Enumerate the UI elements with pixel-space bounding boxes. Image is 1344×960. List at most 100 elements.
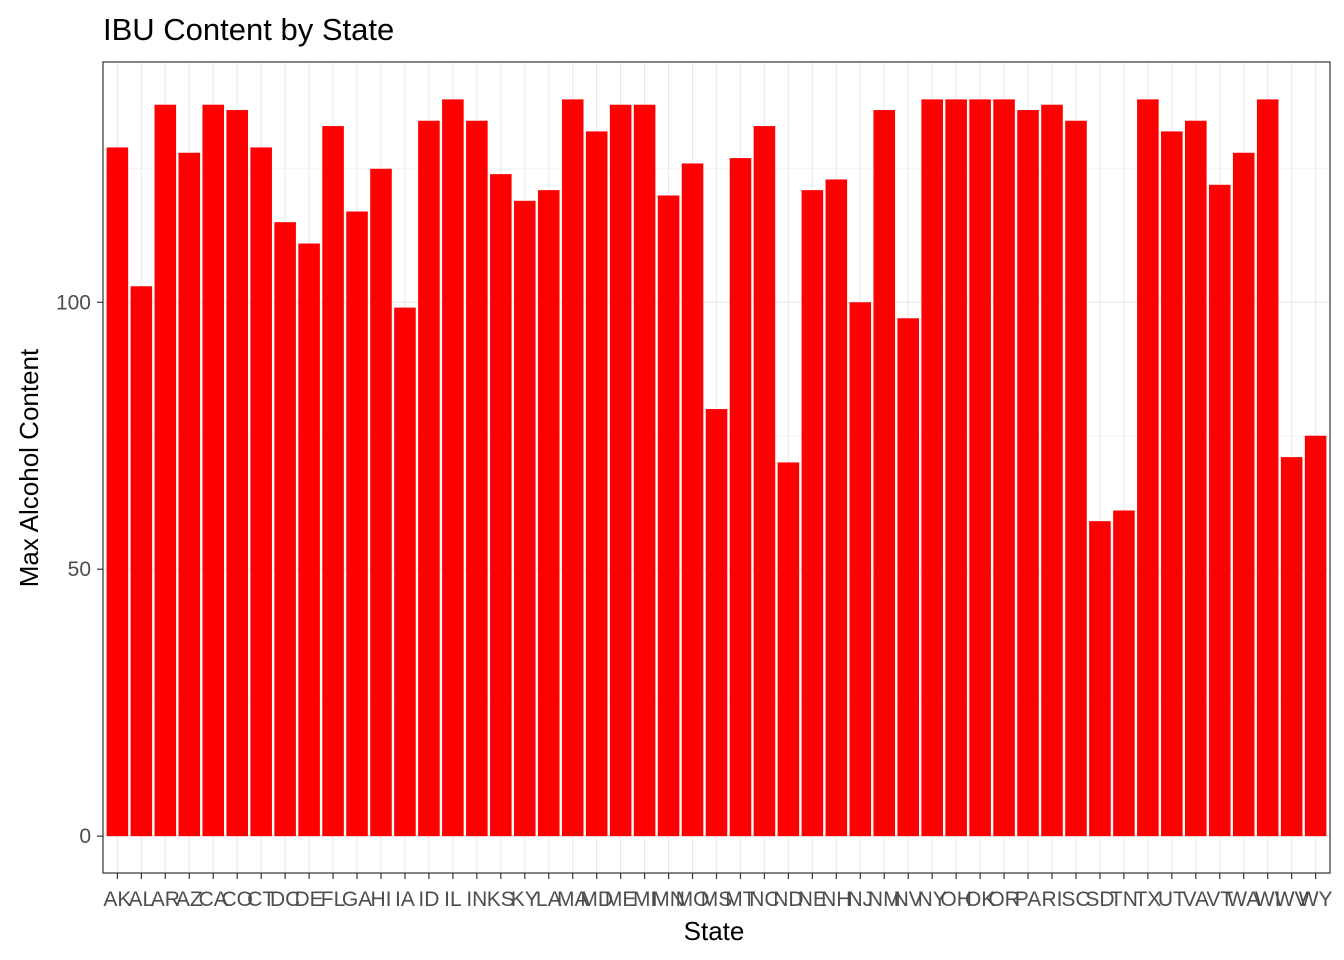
x-tick-label-al: AL — [129, 888, 155, 911]
x-tick-label-ak: AK — [103, 888, 131, 911]
bar-vt — [1208, 184, 1231, 837]
bar-ga — [346, 211, 368, 837]
bar-ma — [561, 99, 584, 837]
y-axis: 0 50 100 — [56, 291, 103, 848]
bar-wy — [1304, 435, 1327, 837]
bar-nj — [849, 302, 872, 837]
y-axis-title: Max Alcohol Content — [14, 348, 44, 587]
bar-id — [418, 120, 440, 837]
bar-ca — [202, 104, 225, 837]
x-tick-label-nm: NM — [868, 888, 901, 911]
x-tick-label-ne: NE — [798, 888, 827, 911]
x-tick-label-ma: MA — [557, 888, 589, 911]
bar-wa — [1232, 152, 1255, 837]
x-tick-label-ar: AR — [151, 888, 180, 911]
x-tick-label-ut: UT — [1158, 888, 1186, 911]
bar-mi — [633, 104, 656, 837]
bar-or — [993, 99, 1015, 837]
x-tick-label-hi: HI — [370, 888, 391, 911]
bar-nm — [873, 110, 896, 837]
bar-mo — [681, 163, 704, 837]
x-tick-label-ok: OK — [965, 888, 995, 911]
x-tick-label-dc: DC — [270, 888, 300, 911]
x-tick-label-il: IL — [444, 888, 462, 911]
bar-nh — [825, 179, 848, 837]
bar-dc — [274, 222, 296, 837]
bar-ct — [250, 147, 272, 837]
y-tick-label: 0 — [79, 825, 91, 848]
bar-ut — [1161, 131, 1183, 837]
x-tick-label-fl: FL — [321, 888, 346, 911]
y-tick-label: 100 — [56, 291, 91, 314]
x-tick-label-nj: NJ — [847, 888, 873, 911]
bar-ri — [1041, 104, 1063, 837]
x-tick-label-vt: VT — [1206, 888, 1233, 911]
x-tick-label-wy: WY — [1299, 888, 1333, 911]
x-tick-label-or: OR — [988, 888, 1020, 911]
x-tick-label-mn: MN — [652, 888, 685, 911]
bar-nd — [777, 462, 800, 837]
x-tick-label-pa: PA — [1015, 888, 1041, 911]
bar-pa — [1017, 110, 1039, 837]
x-tick-label-nd: ND — [773, 888, 803, 911]
bar-tn — [1113, 510, 1135, 837]
x-tick-label-ks: KS — [487, 888, 515, 911]
x-tick-label-ms: MS — [701, 888, 733, 911]
x-tick-label-nh: NH — [821, 888, 851, 911]
bar-al — [130, 286, 153, 837]
bar-co — [226, 110, 248, 837]
x-tick-label-mi: MI — [633, 888, 656, 911]
bar-sd — [1089, 521, 1111, 837]
x-tick-label-sc: SC — [1061, 888, 1090, 911]
x-tick-label-ia: IA — [395, 888, 415, 911]
x-tick-label-in: IN — [466, 888, 487, 911]
x-tick-label-co: CO — [221, 888, 253, 911]
x-tick-label-ga: GA — [342, 888, 372, 911]
x-tick-label-wa: WA — [1227, 888, 1260, 911]
x-tick-label-tx: TX — [1134, 888, 1161, 911]
bar-il — [442, 99, 464, 837]
bar-va — [1185, 120, 1207, 837]
bar-ia — [394, 307, 416, 837]
x-tick-label-la: LA — [536, 888, 562, 911]
bar-fl — [322, 126, 344, 837]
bar-ny — [921, 99, 943, 837]
x-tick-label-oh: OH — [940, 888, 972, 911]
bar-wv — [1280, 457, 1303, 837]
bar-nv — [897, 318, 920, 837]
x-tick-label-ny: NY — [918, 888, 947, 911]
bar-wi — [1256, 99, 1279, 837]
bar-sc — [1065, 120, 1087, 837]
x-tick-label-wv: WV — [1275, 888, 1309, 911]
bar-ks — [490, 174, 512, 837]
bar-ky — [513, 200, 536, 837]
x-tick-label-md: MD — [580, 888, 613, 911]
x-axis-title: State — [684, 916, 745, 946]
x-tick-label-ca: CA — [199, 888, 228, 911]
bar-me — [609, 104, 632, 837]
bar-in — [466, 120, 488, 837]
bar-az — [178, 152, 201, 837]
x-tick-label-ky: KY — [511, 888, 539, 911]
bar-ar — [154, 104, 177, 837]
bar-ok — [969, 99, 991, 837]
bar-de — [298, 243, 320, 837]
bar-ne — [801, 190, 824, 837]
x-tick-label-nc: NC — [749, 888, 779, 911]
x-tick-label-mo: MO — [676, 888, 710, 911]
x-tick-label-me: ME — [605, 888, 637, 911]
x-tick-label-de: DE — [295, 888, 324, 911]
x-tick-label-ct: CT — [247, 888, 275, 911]
x-tick-label-sd: SD — [1085, 888, 1114, 911]
x-tick-label-ri: RI — [1042, 888, 1063, 911]
bar-md — [585, 131, 608, 837]
x-tick-label-va: VA — [1183, 888, 1209, 911]
y-tick-label: 50 — [68, 558, 91, 581]
x-tick-label-id: ID — [418, 888, 439, 911]
bar-hi — [370, 168, 392, 837]
bar-tx — [1137, 99, 1159, 837]
x-tick-label-az: AZ — [176, 888, 203, 911]
